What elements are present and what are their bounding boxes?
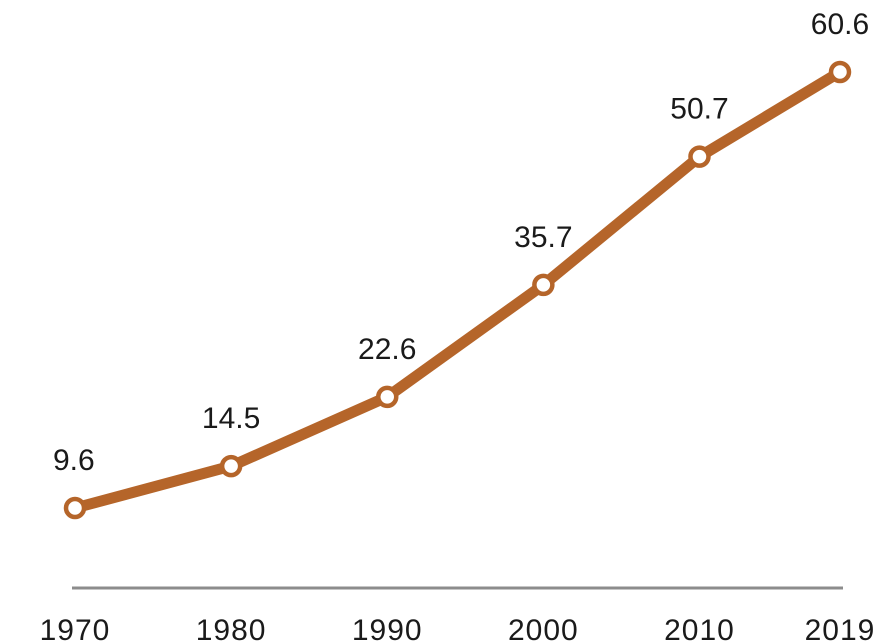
data-point-1980 (219, 454, 243, 478)
data-label-2010: 50.7 (670, 93, 728, 126)
data-label-1970: 9.6 (53, 444, 95, 477)
data-label-2019: 60.6 (811, 8, 869, 41)
data-labels: 9.6 14.5 22.6 35.7 50.7 60.6 (53, 8, 869, 477)
data-point-2000 (532, 273, 555, 297)
x-tick-label-2010: 2010 (664, 614, 735, 644)
series-line (69, 66, 846, 514)
x-tick-label-2000: 2000 (508, 614, 579, 644)
data-point-2010 (688, 145, 711, 168)
x-tick-labels: 1970 1980 1990 2000 2010 2019 (40, 614, 876, 644)
data-point-2019 (828, 60, 852, 84)
data-point-1990 (375, 385, 399, 409)
x-tick-label-1980: 1980 (196, 614, 267, 644)
x-tick-label-1990: 1990 (352, 614, 423, 644)
data-label-2000: 35.7 (514, 221, 572, 254)
data-label-1990: 22.6 (358, 333, 416, 366)
data-point-markers (63, 60, 852, 520)
data-point-1970 (63, 496, 87, 520)
x-tick-label-1970: 1970 (40, 614, 111, 644)
data-label-1980: 14.5 (202, 402, 260, 435)
x-tick-label-2019: 2019 (805, 614, 876, 644)
series-line-group (69, 66, 846, 514)
